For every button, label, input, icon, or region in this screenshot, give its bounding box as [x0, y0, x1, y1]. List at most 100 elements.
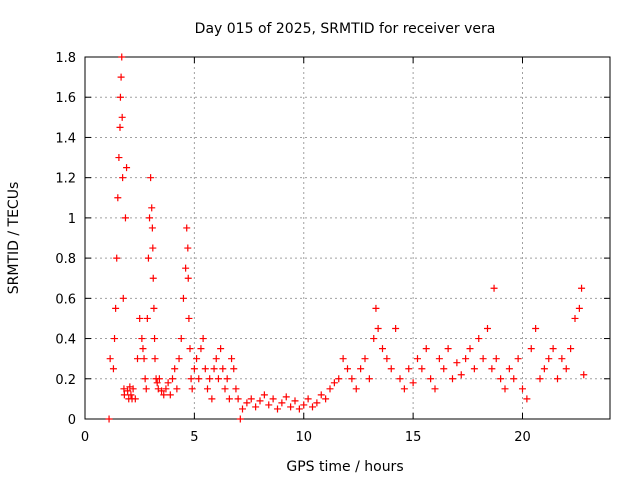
- data-point: [232, 385, 240, 393]
- data-point: [278, 399, 286, 407]
- data-point: [151, 355, 159, 363]
- data-point: [295, 405, 303, 413]
- data-point: [187, 375, 195, 383]
- data-point: [148, 224, 156, 232]
- data-point: [532, 325, 540, 332]
- data-point: [383, 355, 391, 363]
- data-point: [252, 403, 260, 411]
- data-point: [120, 385, 128, 393]
- x-tick-label: 15: [405, 430, 422, 445]
- data-point: [105, 415, 113, 423]
- data-point: [225, 395, 233, 403]
- data-point: [134, 355, 141, 363]
- data-point: [523, 395, 531, 403]
- data-point: [129, 385, 137, 393]
- x-tick-label: 5: [190, 430, 198, 445]
- data-point: [143, 314, 151, 322]
- data-point: [497, 375, 505, 383]
- data-point: [149, 274, 157, 282]
- data-point: [112, 304, 120, 312]
- data-point: [210, 365, 218, 373]
- data-point: [484, 325, 491, 332]
- data-point: [119, 294, 127, 302]
- data-point: [236, 415, 244, 423]
- data-point: [117, 73, 125, 81]
- data-point: [173, 385, 181, 393]
- x-tick-label: 0: [81, 430, 89, 445]
- data-point: [510, 375, 518, 383]
- data-point: [204, 385, 211, 393]
- data-point: [177, 335, 185, 343]
- data-point: [440, 365, 448, 373]
- data-point: [392, 325, 400, 332]
- data-point: [470, 365, 478, 373]
- y-tick-label: 1: [68, 212, 76, 227]
- y-tick-label: 0.4: [55, 333, 76, 348]
- data-point: [116, 123, 124, 131]
- data-point: [287, 403, 295, 411]
- data-point: [540, 365, 548, 373]
- data-point: [536, 375, 544, 383]
- data-point: [175, 355, 183, 363]
- data-point: [184, 274, 192, 282]
- data-point: [230, 365, 238, 373]
- data-point: [457, 371, 465, 379]
- data-point: [151, 335, 159, 343]
- data-point: [195, 375, 203, 383]
- data-point: [578, 284, 586, 292]
- data-points: [105, 53, 588, 423]
- plot-frame: [84, 56, 611, 420]
- data-point: [370, 335, 378, 343]
- data-point: [169, 375, 176, 383]
- x-axis-label: GPS time / hours: [286, 459, 403, 475]
- data-point: [106, 355, 114, 363]
- data-point: [164, 379, 172, 387]
- data-point: [326, 385, 334, 393]
- data-point: [219, 365, 227, 373]
- data-point: [138, 335, 146, 343]
- data-point: [182, 264, 190, 272]
- data-point: [365, 375, 373, 383]
- data-point: [247, 395, 255, 403]
- data-point: [188, 385, 196, 393]
- data-point: [322, 395, 330, 403]
- data-point: [115, 154, 123, 162]
- data-point: [114, 194, 122, 202]
- data-point: [549, 345, 557, 353]
- data-point: [304, 395, 312, 403]
- data-point: [567, 345, 575, 353]
- data-point: [201, 365, 209, 373]
- data-point: [409, 379, 417, 387]
- y-tick-label: 1.8: [55, 51, 76, 66]
- data-point: [146, 214, 154, 222]
- data-point: [374, 325, 382, 332]
- data-point: [435, 355, 443, 363]
- data-point: [291, 397, 299, 405]
- data-point: [256, 397, 264, 405]
- data-point: [228, 355, 236, 363]
- data-point: [123, 164, 131, 172]
- data-point: [309, 403, 316, 411]
- data-point: [545, 355, 553, 363]
- data-point: [431, 385, 439, 393]
- data-point: [149, 244, 157, 252]
- data-point: [427, 375, 435, 383]
- data-point: [217, 345, 225, 353]
- grid-lines: [85, 57, 610, 419]
- data-point: [212, 355, 220, 363]
- data-point: [300, 401, 308, 409]
- data-point: [260, 391, 268, 399]
- data-point: [335, 375, 343, 383]
- data-point: [274, 405, 281, 413]
- data-point: [400, 385, 408, 393]
- data-point: [453, 359, 461, 367]
- y-tick-label: 1.2: [55, 172, 76, 187]
- data-point: [234, 395, 242, 403]
- data-point: [141, 375, 149, 383]
- x-tick-label: 20: [514, 430, 531, 445]
- data-point: [330, 379, 338, 387]
- data-point: [162, 385, 170, 393]
- data-point: [372, 304, 380, 312]
- data-point: [197, 345, 205, 353]
- x-tick-label: 10: [295, 430, 312, 445]
